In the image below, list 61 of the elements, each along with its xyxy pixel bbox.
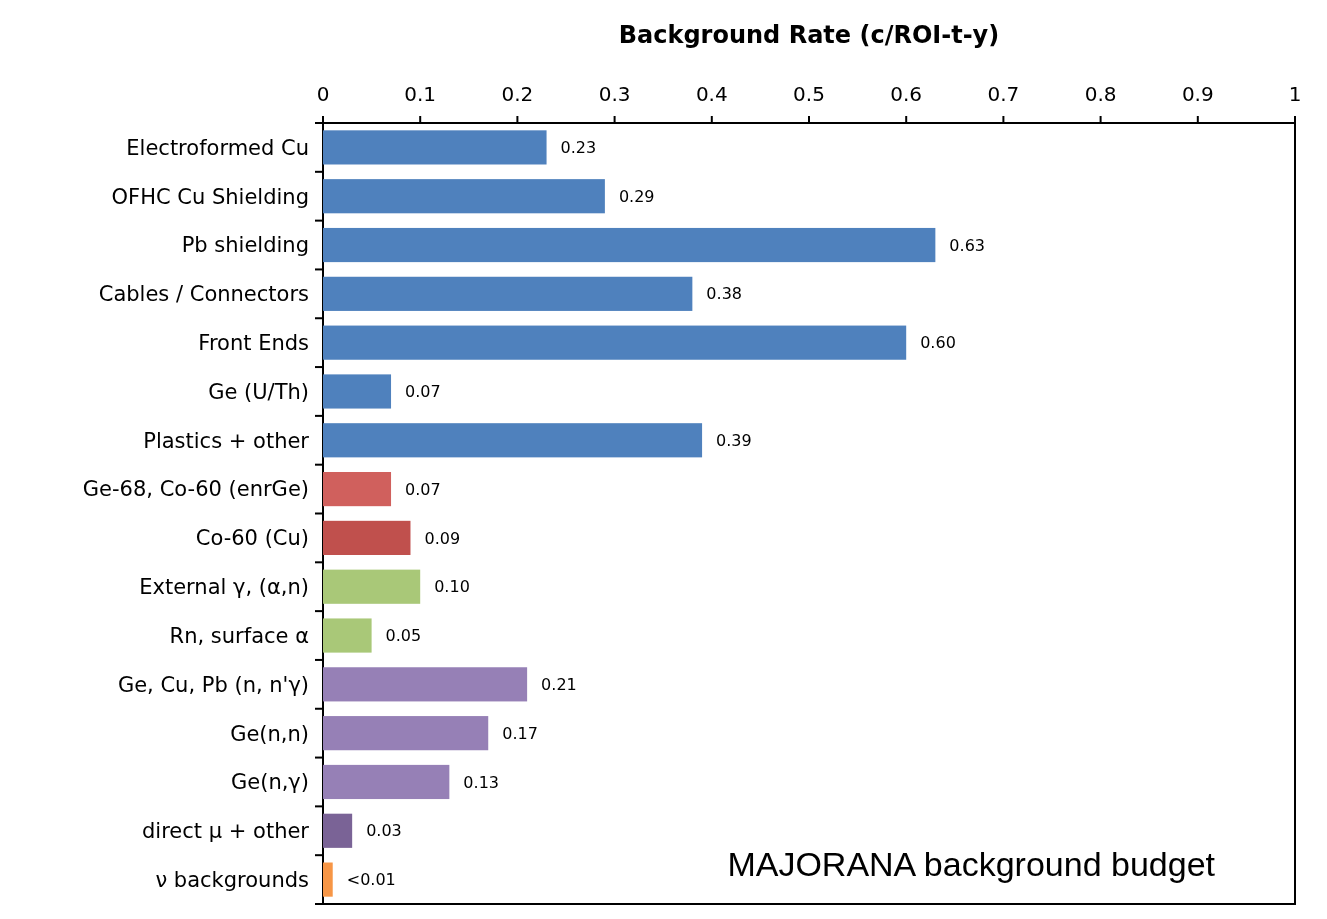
bar <box>323 667 528 702</box>
y-tick-label: Pb shielding <box>181 233 309 258</box>
bar <box>323 569 421 604</box>
data-label: 0.17 <box>502 723 538 743</box>
bar <box>323 472 392 507</box>
bar <box>323 325 907 360</box>
annotation: MAJORANA background budget <box>727 845 1216 883</box>
y-tick-label: Co-60 (Cu) <box>195 526 309 551</box>
x-tick-label: 0.6 <box>890 82 923 106</box>
y-tick-label: External γ, (α,n) <box>139 575 309 600</box>
data-label: 0.13 <box>463 772 499 792</box>
data-label: 0.03 <box>366 821 402 841</box>
y-tick-label: Ge (U/Th) <box>208 379 309 404</box>
x-tick-label: 0.9 <box>1181 82 1214 106</box>
y-tick-label: direct μ + other <box>142 819 310 844</box>
bar <box>323 813 353 848</box>
bar <box>323 179 605 214</box>
bar <box>323 764 450 800</box>
bar <box>323 276 693 311</box>
data-label: 0.39 <box>716 430 752 450</box>
x-tick-label: 0.1 <box>404 82 437 106</box>
data-label: 0.38 <box>706 284 742 304</box>
y-tick-label: Front Ends <box>198 331 309 356</box>
x-axis-title: Background Rate (c/ROI-t-y) <box>618 21 1000 49</box>
bar <box>323 716 489 751</box>
x-tick-label: 0.2 <box>501 82 534 106</box>
y-tick-label: OFHC Cu Shielding <box>111 184 309 209</box>
data-label: 0.05 <box>385 626 422 646</box>
y-tick-label: Cables / Connectors <box>98 282 309 307</box>
x-tick-label: 1 <box>1288 82 1302 106</box>
bar <box>323 423 703 458</box>
data-label: 0.23 <box>560 138 597 158</box>
x-tick-label: 0.7 <box>987 82 1020 106</box>
bar <box>323 130 547 165</box>
data-label: <0.01 <box>346 870 396 890</box>
data-label: 0.07 <box>405 479 441 499</box>
bar <box>323 618 372 653</box>
y-tick-label: Rn, surface α <box>169 623 309 648</box>
data-label: 0.21 <box>541 674 577 694</box>
bar <box>323 374 392 409</box>
x-tick-label: 0.5 <box>793 82 825 106</box>
y-tick-label: Ge, Cu, Pb (n, n'γ) <box>117 672 309 697</box>
bar <box>323 520 411 555</box>
bar <box>323 227 936 263</box>
data-label: 0.10 <box>434 577 470 597</box>
x-tick-label: 0.8 <box>1084 82 1117 106</box>
y-tick-label: Ge(n,γ) <box>231 770 309 795</box>
y-tick-label: Ge(n,n) <box>230 721 309 746</box>
y-tick-label: Electroformed Cu <box>126 135 309 160</box>
x-tick-label: 0.3 <box>598 82 631 106</box>
data-label: 0.29 <box>618 186 655 206</box>
bar <box>323 862 333 897</box>
y-tick-label: ν backgrounds <box>155 867 309 892</box>
y-tick-label: Plastics + other <box>143 428 310 453</box>
data-label: 0.07 <box>405 382 441 402</box>
data-label: 0.60 <box>920 333 956 353</box>
x-tick-label: 0 <box>316 82 330 106</box>
data-label: 0.63 <box>949 235 985 255</box>
x-tick-label: 0.4 <box>695 82 728 106</box>
y-tick-label: Ge-68, Co-60 (enrGe) <box>82 477 309 502</box>
data-label: 0.09 <box>424 528 461 548</box>
